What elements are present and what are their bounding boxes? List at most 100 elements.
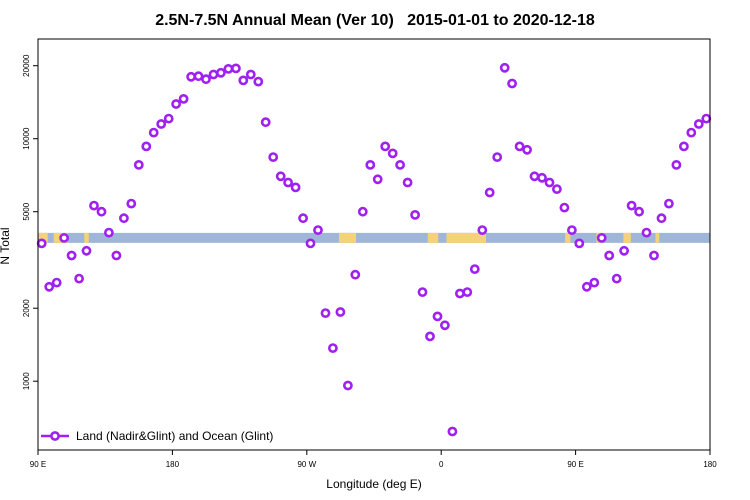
data-point [372,174,383,185]
data-point [298,213,308,224]
data-points [36,62,712,437]
data-point [469,264,480,274]
data-point [119,213,129,224]
data-point [387,148,398,159]
data-point [357,206,368,217]
x-tick-label: 90 E [567,460,583,469]
data-point [171,99,181,109]
data-point [327,343,338,353]
data-point [559,202,570,213]
y-tick-label: 20000 [22,54,31,77]
data-point [365,159,376,170]
data-point [305,238,316,249]
data-point [589,277,600,288]
data-point [260,117,271,128]
data-point [268,152,279,162]
x-tick-label: 90 W [297,460,316,469]
data-point [641,227,652,238]
land-segment [38,232,48,243]
data-point [223,64,234,74]
data-point [141,141,152,152]
data-point [380,141,391,152]
data-point [193,71,204,82]
data-point [671,159,682,170]
data-point [537,172,547,183]
data-point [201,74,211,85]
data-point [507,78,517,89]
data-point [492,152,503,162]
y-axis-ticks: 1000 2000 5000 10000 20000 [22,54,38,390]
data-point [320,308,331,318]
data-point [567,225,577,235]
data-point [186,71,196,82]
land-segment [84,232,89,243]
data-point [402,177,413,188]
data-point [104,227,114,238]
data-point [454,288,465,299]
data-point [342,380,353,391]
y-tick-label: 1000 [22,372,31,390]
data-point [335,307,346,317]
data-point [350,269,361,280]
data-point [514,141,525,152]
data-point [51,277,62,288]
data-point [439,320,450,331]
x-tick-label: 0 [439,460,444,469]
y-axis-label: N Total [0,227,12,264]
data-point [178,94,189,104]
data-point [604,250,615,261]
y-tick-label: 2000 [22,299,31,317]
data-point [544,177,555,188]
data-point [574,238,585,249]
data-point [44,281,55,292]
legend: Land (Nadir&Glint) and Ocean (Glint) [41,429,273,443]
land-segment [446,232,486,243]
data-point [66,250,77,261]
data-point [148,127,159,138]
data-point [156,119,167,129]
data-point [649,250,659,261]
data-point [59,232,69,243]
data-point [626,200,637,211]
data-point [693,119,704,129]
data-point [581,281,592,292]
ocean-band [38,232,710,243]
x-axis-ticks: 90 E 180 90 W 0 90 E 180 [30,450,717,469]
land-segment [565,232,571,243]
y-tick-label: 10000 [22,127,31,150]
data-point [163,113,174,124]
x-axis-label: Longitude (deg E) [326,477,421,491]
data-point [425,331,435,342]
data-point [432,311,443,322]
data-point [36,238,47,249]
data-point [447,426,458,437]
data-point [74,273,84,284]
x-tick-label: 90 E [30,460,46,469]
surface-band [38,232,710,243]
data-point [484,187,495,198]
data-point [89,200,99,211]
chart-title: 2.5N-7.5N Annual Mean (Ver 10) 2015-01-0… [155,12,595,29]
data-point [656,213,667,224]
data-point [410,209,420,220]
data-point [499,62,510,73]
data-point [701,113,712,124]
data-point [686,127,697,138]
data-point [238,75,249,86]
data-point [596,232,607,243]
land-segment [623,232,631,243]
data-point [283,177,293,188]
land-segment [427,232,439,243]
data-point [529,171,540,182]
data-point [230,63,241,74]
data-point [462,287,473,297]
land-segment [338,232,357,243]
x-tick-label: 180 [166,460,180,469]
data-point [111,250,122,261]
data-point [552,184,562,194]
data-point [290,182,301,193]
legend-label: Land (Nadir&Glint) and Ocean (Glint) [76,429,273,443]
data-point [275,171,286,182]
data-point [611,273,622,284]
